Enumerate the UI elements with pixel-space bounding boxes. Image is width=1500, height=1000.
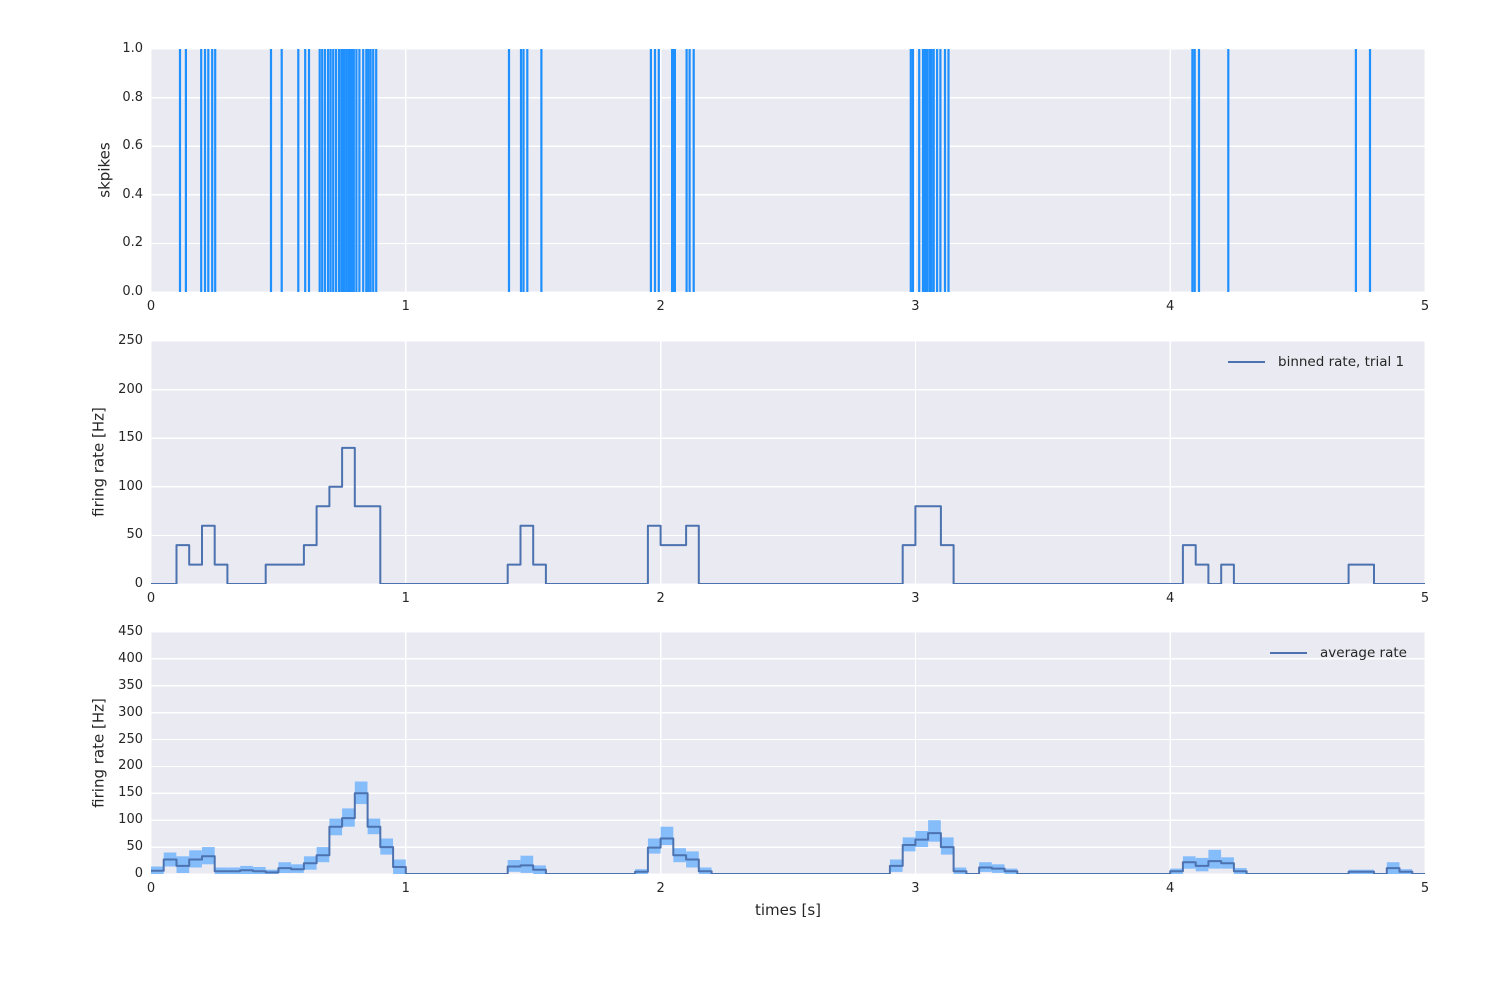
y-tick-label: 1.0	[122, 41, 143, 56]
binned-rate-ylabel: firing rate [Hz]	[89, 407, 108, 517]
legend-average-rate: average rate	[1270, 645, 1407, 661]
x-tick-label: 5	[1420, 591, 1430, 606]
legend-label: average rate	[1320, 645, 1407, 661]
average-rate-plot-area	[151, 632, 1425, 874]
y-tick-label: 400	[118, 650, 143, 666]
legend-label: binned rate, trial 1	[1278, 354, 1405, 370]
x-tick-label: 4	[1166, 591, 1175, 606]
y-tick-label: 0	[134, 866, 143, 881]
y-tick-label: 50	[126, 527, 143, 543]
y-tick-label: 50	[126, 839, 143, 855]
x-tick-label: 1	[401, 299, 410, 314]
x-tick-label: 0	[146, 591, 156, 606]
binned-rate-plot-area	[151, 341, 1425, 584]
x-tick-label: 2	[656, 591, 665, 606]
x-tick-label: 4	[1166, 881, 1175, 896]
x-tick-label: 0	[146, 881, 156, 896]
y-tick-label: 0	[134, 576, 143, 591]
average-rate-ylabel: firing rate [Hz]	[89, 698, 108, 808]
y-tick-label: 100	[118, 812, 143, 828]
x-tick-label: 5	[1420, 881, 1430, 896]
x-tick-label: 1	[401, 881, 410, 896]
x-tick-label: 3	[911, 881, 920, 896]
y-tick-label: 250	[118, 333, 143, 348]
y-tick-label: 200	[118, 381, 143, 397]
x-axis-label: times [s]	[755, 901, 821, 919]
y-tick-label: 450	[118, 624, 143, 639]
x-tick-label: 1	[401, 591, 410, 606]
x-tick-label: 3	[911, 299, 920, 314]
x-tick-label: 0	[146, 299, 156, 314]
raster-plot-area	[151, 49, 1425, 292]
x-tick-label: 2	[656, 881, 665, 896]
y-tick-label: 0.2	[122, 235, 143, 251]
x-tick-label: 2	[656, 299, 665, 314]
x-tick-label: 3	[911, 591, 920, 606]
x-tick-label: 5	[1420, 299, 1430, 314]
x-tick-label: 4	[1166, 299, 1175, 314]
y-tick-label: 0.0	[122, 284, 143, 299]
legend-line-sample	[1270, 652, 1307, 654]
legend-line-sample	[1228, 361, 1265, 363]
raster-ylabel: skpikes	[95, 142, 114, 198]
y-tick-label: 0.8	[122, 89, 143, 105]
y-tick-label: 350	[118, 677, 143, 693]
legend-binned-rate: binned rate, trial 1	[1228, 354, 1404, 370]
